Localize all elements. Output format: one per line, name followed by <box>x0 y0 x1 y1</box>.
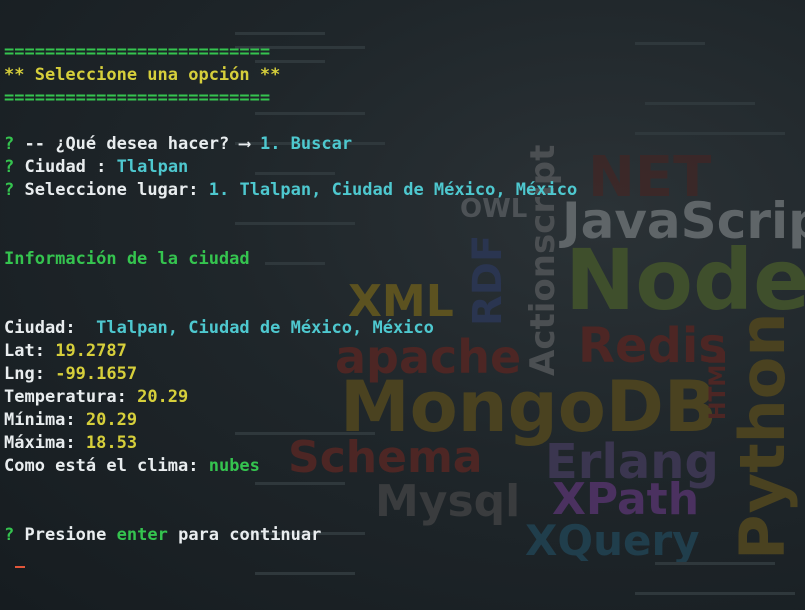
info-heading: Información de la ciudad <box>4 249 250 269</box>
prompt-marker: ? <box>4 157 15 177</box>
info-min-row: Mínima: 20.29 <box>4 409 137 431</box>
header-rule-top: ========================== <box>4 42 271 62</box>
info-weather-value: nubes <box>208 456 260 476</box>
bg-word-xquery: XQuery <box>525 516 700 565</box>
bg-word-python: Python <box>726 312 799 560</box>
info-lat-label: Lat: <box>4 341 45 361</box>
info-lng-label: Lng: <box>4 364 45 384</box>
bg-word-redis: Redis <box>578 318 727 374</box>
prompt-place: ? Seleccione lugar: 1. Tlalpan, Ciudad d… <box>4 179 577 201</box>
prompt-marker: ? <box>4 134 15 154</box>
bg-word-xpath: XPath <box>552 474 700 525</box>
prompt-city-answer: Tlalpan <box>116 157 189 177</box>
bg-word-node: Node. <box>565 231 805 329</box>
header-rule-bottom: ========================== <box>4 88 271 108</box>
info-lat-row: Lat: 19.2787 <box>4 340 127 362</box>
info-min-label: Mínima: <box>4 410 76 430</box>
bg-code-texture <box>200 2 805 610</box>
prompt-city-question: Ciudad : <box>24 157 107 177</box>
header-title: ** Seleccione una opción ** <box>4 65 281 85</box>
bg-word-mongodb: MongoDB <box>340 366 718 448</box>
continue-after: para continuar <box>178 525 322 545</box>
info-weather-label: Como está el clima: <box>4 456 199 476</box>
info-city-row: Ciudad: Tlalpan, Ciudad de México, Méxic… <box>4 317 434 339</box>
info-temp-row: Temperatura: 20.29 <box>4 386 188 408</box>
prompt-action: ? -- ¿Qué desea hacer? ⟶ 1. Buscar <box>4 133 352 155</box>
info-city-label: Ciudad: <box>4 318 76 338</box>
continue-prompt[interactable]: ? Presione enter para continuar <box>4 524 321 546</box>
info-max-row: Máxima: 18.53 <box>4 432 137 454</box>
prompt-place-answer: 1. Tlalpan, Ciudad de México, México <box>208 180 578 200</box>
prompt-marker: ? <box>4 525 15 545</box>
info-lng-value: -99.1657 <box>55 364 138 384</box>
bg-word-schema: Schema <box>288 432 483 483</box>
info-max-label: Máxima: <box>4 433 76 453</box>
info-max-value: 18.53 <box>85 433 138 453</box>
prompt-action-answer: 1. Buscar <box>259 134 353 154</box>
continue-before: Presione <box>24 525 107 545</box>
bg-word-apache: apache <box>335 330 522 384</box>
info-city-value: Tlalpan, Ciudad de México, México <box>96 318 434 338</box>
info-lng-row: Lng: -99.1657 <box>4 363 137 385</box>
bg-word-net: NET <box>588 145 712 210</box>
bg-word-mysql: Mysql <box>375 476 521 527</box>
prompt-marker: ? <box>4 180 15 200</box>
bg-word-rdf: RDF <box>465 234 511 326</box>
enter-key-label: enter <box>116 525 168 545</box>
prompt-city: ? Ciudad : Tlalpan <box>4 156 188 178</box>
info-lat-value: 19.2787 <box>55 341 127 361</box>
arrow-right-icon: ⟶ <box>239 134 250 154</box>
info-weather-row: Como está el clima: nubes <box>4 455 260 477</box>
bg-word-html: HTML <box>706 350 731 420</box>
info-min-value: 20.29 <box>85 410 138 430</box>
text-cursor[interactable] <box>15 566 25 568</box>
info-temp-label: Temperatura: <box>4 387 127 407</box>
bg-code-lines <box>235 32 796 595</box>
bg-word-erlang: Erlang <box>545 434 719 490</box>
prompt-action-question: -- ¿Qué desea hacer? <box>24 134 230 154</box>
info-temp-value: 20.29 <box>137 387 189 407</box>
bg-word-javascript: JavaScript <box>562 192 805 250</box>
prompt-place-question: Seleccione lugar: <box>24 180 199 200</box>
